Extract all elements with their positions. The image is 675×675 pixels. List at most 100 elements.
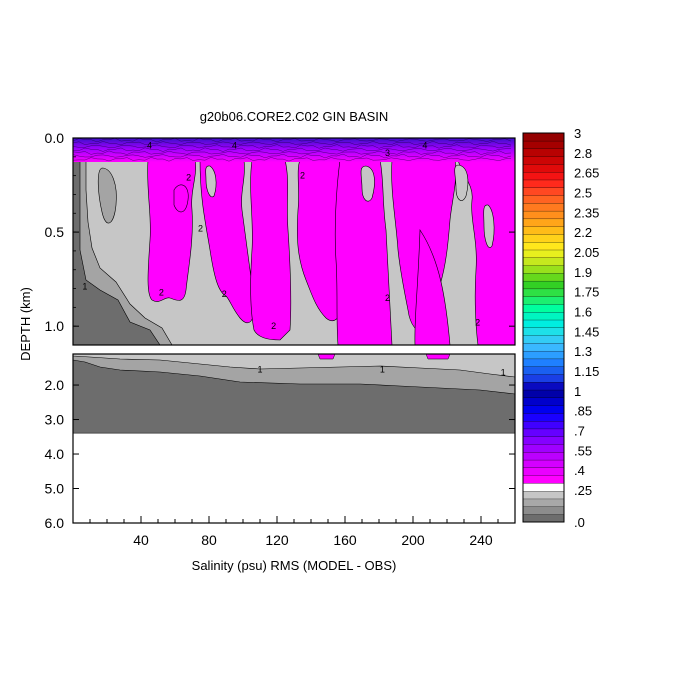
colorbar-label: .7 [574, 424, 585, 439]
contour-label: 4 [147, 141, 152, 151]
colorbar-label: 1 [574, 384, 581, 399]
colorbar-label: 2.2 [574, 225, 592, 240]
contour-label: 2 [385, 293, 390, 303]
colorbar-swatch [522, 195, 565, 204]
colorbar-swatch [522, 179, 565, 188]
colorbar-swatch [522, 280, 565, 290]
colorbar-swatch [522, 327, 565, 336]
low-rms-inclusion [360, 165, 375, 202]
colorbar-swatch [522, 296, 565, 305]
colorbar-swatch [522, 366, 565, 375]
colorbar-label: 2.8 [574, 146, 592, 161]
surface-contour-line [73, 150, 512, 155]
surface-contours [73, 138, 512, 162]
colorbar-swatch [522, 187, 565, 196]
x-axis-label: Salinity (psu) RMS (MODEL - OBS) [192, 558, 397, 573]
surface-contour-line [73, 153, 512, 159]
colorbar-swatch [522, 475, 565, 484]
surface-contour-line [73, 144, 512, 149]
upper-panel: 1 2 2 2 2 2 2 2 2 4 4 4 3 0.0 0.5 1.0 [45, 130, 516, 346]
colorbar-label: 2.5 [574, 186, 592, 201]
high-rms-plume [173, 184, 189, 213]
colorbar-swatch [522, 412, 565, 422]
colorbar-label: 1.6 [574, 305, 592, 320]
colorbar-swatch [522, 490, 565, 500]
colorbar-swatch [522, 335, 565, 344]
y-tick-label: 5.0 [45, 481, 65, 497]
y-tick-label: 2.0 [45, 377, 65, 393]
colorbar-swatch [522, 451, 565, 461]
colorbar-swatch [522, 467, 565, 476]
colorbar-swatch [522, 171, 565, 181]
colorbar-label: .85 [574, 404, 592, 419]
colorbar-label: 1.15 [574, 364, 599, 379]
colorbar-swatch [522, 304, 565, 313]
colorbar-swatch [522, 272, 565, 282]
colorbar-label: 1.3 [574, 344, 592, 359]
y-tick-label: 3.0 [45, 412, 65, 428]
lower-band-light [73, 354, 515, 378]
y-tick-label: 1.0 [45, 318, 65, 334]
colorbar-label: .0 [574, 515, 585, 530]
colorbar-swatch [522, 482, 565, 492]
colorbar-swatch [522, 498, 565, 507]
colorbar-swatch [522, 459, 565, 468]
contour-label: 4 [422, 141, 427, 151]
colorbar-swatch [522, 350, 565, 360]
colorbar-swatch [522, 226, 565, 235]
upper-contour-labels: 1 2 2 2 2 2 2 2 2 4 4 4 3 [82, 141, 480, 332]
upper-light-inset [97, 167, 117, 224]
colorbar-swatch [522, 265, 565, 274]
colorbar [522, 132, 565, 523]
contour-label: 2 [300, 171, 305, 181]
y-tick-label: 6.0 [45, 515, 65, 531]
colorbar-swatch [522, 156, 565, 165]
low-rms-inclusion [483, 204, 495, 248]
no-data-region [73, 433, 515, 523]
high-rms-plume [414, 229, 451, 345]
high-rms-region [147, 159, 515, 345]
colorbar-swatch [522, 233, 565, 243]
colorbar-swatch [522, 319, 565, 328]
colorbar-swatch [522, 506, 565, 515]
contour-label: 2 [186, 173, 191, 183]
upper-y-axis: 0.0 0.5 1.0 [45, 130, 515, 346]
colorbar-swatch [522, 241, 565, 251]
contour-label: 1 [82, 282, 87, 292]
y-tick-label: 0.5 [45, 224, 65, 240]
colorbar-swatch [522, 288, 565, 297]
colorbar-swatch [522, 210, 565, 220]
lower-high-patch-1 [317, 354, 336, 360]
colorbar-swatch [522, 257, 565, 266]
colorbar-swatch [522, 148, 565, 157]
colorbar-label: 2.35 [574, 205, 599, 220]
x-axis: 40 80 120 160 200 240 [72, 516, 516, 548]
high-rms-plume [334, 159, 393, 345]
y-tick-label: 4.0 [45, 446, 65, 462]
colorbar-label: .55 [574, 443, 592, 458]
x-tick-label: 40 [133, 532, 149, 548]
chart-title: g20b06.CORE2.C02 GIN BASIN [200, 109, 389, 124]
colorbar-swatch [522, 311, 565, 321]
low-rms-inclusion [205, 165, 217, 198]
colorbar-swatch [522, 444, 565, 453]
colorbar-swatch [522, 405, 565, 414]
contour-label: 2 [222, 289, 227, 299]
colorbar-swatch [522, 163, 565, 173]
colorbar-labels: 3 2.8 2.65 2.5 2.35 2.2 2.05 1.9 1.75 1.6 1.45 1.3 1… [574, 126, 599, 530]
contour-label: 1 [257, 365, 262, 375]
colorbar-swatch [522, 514, 565, 523]
contour-label: 2 [159, 287, 164, 297]
colorbar-swatch [522, 436, 565, 445]
lower-contour-labels: 1 1 1 [257, 365, 505, 378]
contour-label: 4 [232, 141, 237, 151]
colorbar-label: 1.75 [574, 285, 599, 300]
colorbar-swatch [522, 132, 565, 142]
contour-label: 2 [475, 317, 480, 327]
x-tick-label: 240 [469, 532, 493, 548]
colorbar-label: 1.9 [574, 265, 592, 280]
colorbar-label: 1.45 [574, 324, 599, 339]
lower-high-patch-2 [425, 354, 451, 360]
contour-label: 2 [271, 321, 276, 331]
colorbar-swatch [522, 374, 565, 383]
